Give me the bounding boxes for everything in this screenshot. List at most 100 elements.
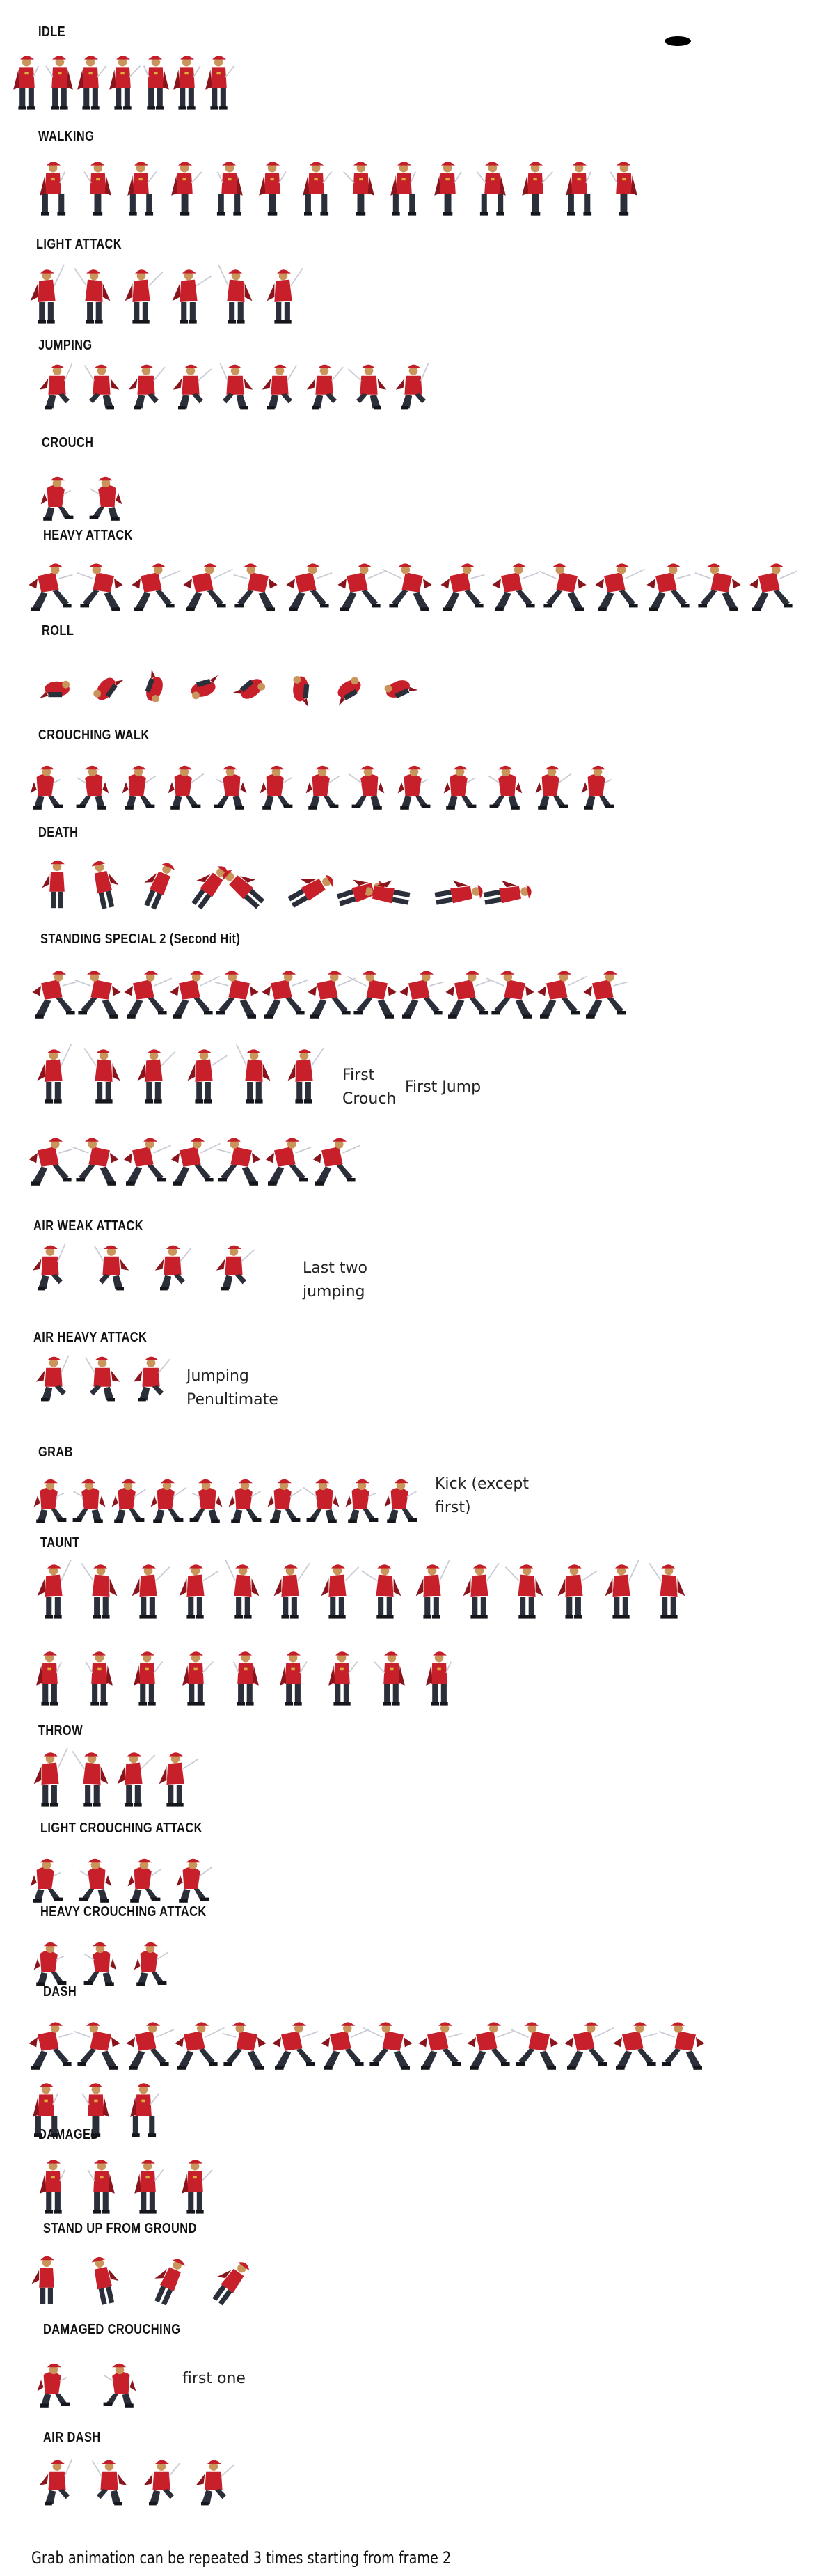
sprite-frame xyxy=(305,359,344,428)
sprite-frame xyxy=(35,1041,72,1110)
sprite-frame xyxy=(29,2009,73,2078)
sprite-frame xyxy=(77,550,123,620)
sprite-frame xyxy=(109,1462,147,1532)
sprite-frame xyxy=(226,1643,264,1713)
sprite-frame xyxy=(413,1556,451,1626)
sprite-frame xyxy=(136,651,173,721)
sprite-frame xyxy=(216,1124,261,1194)
sprite-frame xyxy=(74,2009,120,2078)
sprite-frame xyxy=(166,748,205,818)
sprite-frame xyxy=(421,1643,459,1713)
sprite-frame xyxy=(177,2151,214,2221)
sprite-frame xyxy=(331,651,368,721)
sprite-frame xyxy=(184,651,222,721)
sprite-frame xyxy=(286,550,333,620)
sprite-frame xyxy=(658,2009,705,2078)
sprite-frame xyxy=(312,1124,361,1194)
sprite-frame xyxy=(135,1041,176,1110)
sprite-frame xyxy=(321,2009,369,2078)
sprite-frame xyxy=(254,153,292,223)
section-label-air-dash: AIR DASH xyxy=(43,2430,101,2445)
sprite-frame xyxy=(224,1556,262,1626)
sprite-frame xyxy=(461,1556,500,1626)
sprite-frame xyxy=(646,550,691,620)
sprite-frame xyxy=(84,1351,121,1420)
sprite-row-standing-special-2 xyxy=(32,957,647,1034)
sprite-frame xyxy=(175,2009,225,2078)
sprite-frame xyxy=(177,1643,215,1713)
sprite-frame xyxy=(38,849,76,919)
sprite-frame xyxy=(265,1124,312,1194)
note-first-crouch: First Crouch xyxy=(342,1067,397,1108)
sprite-row-grab xyxy=(31,1462,428,1539)
sprite-frame xyxy=(28,748,65,818)
sprite-frame xyxy=(87,460,125,529)
section-label-death: DEATH xyxy=(38,825,79,840)
sprite-frame xyxy=(72,1744,111,1814)
section-label-heavy-attack: HEAVY ATTACK xyxy=(43,528,133,543)
sprite-frame xyxy=(342,153,379,223)
sprite-row-jumping xyxy=(38,359,470,435)
sprite-row-light-crouching-attack xyxy=(28,1841,244,1918)
section-label-dash: DASH xyxy=(43,1984,77,2000)
sprite-frame xyxy=(372,1643,410,1713)
sprite-frame xyxy=(226,1462,264,1532)
sprite-frame xyxy=(72,47,110,117)
sprite-frame xyxy=(261,359,299,428)
sprite-frame xyxy=(31,1643,69,1713)
sprite-frame xyxy=(504,1556,546,1626)
sprite-frame xyxy=(143,2454,181,2524)
sprite-frame xyxy=(595,550,645,620)
sprite-frame xyxy=(35,2346,72,2416)
sprite-frame xyxy=(81,1556,120,1626)
note-jumping-penultimate: Jumping Penultimate xyxy=(186,1367,278,1408)
sprite-row-standing-special-2-c xyxy=(29,1124,379,1201)
sprite-frame xyxy=(154,1239,192,1309)
sprite-frame xyxy=(285,1041,324,1110)
section-label-damaged-crouching: DAMAGED CROUCHING xyxy=(43,2322,181,2337)
sprite-frame xyxy=(579,748,617,818)
footer-note: Grab animation can be repeated 3 times s… xyxy=(31,2548,452,2568)
section-label-crouching-walk: CROUCHING WALK xyxy=(38,728,150,743)
sprite-frame xyxy=(214,957,259,1027)
sprite-frame xyxy=(215,1239,255,1309)
sprite-frame xyxy=(282,651,319,721)
sprite-frame xyxy=(123,1124,172,1194)
sprite-row-air-heavy-attack xyxy=(35,1351,181,1427)
section-label-air-heavy-attack: AIR HEAVY ATTACK xyxy=(33,1330,148,1345)
sprite-frame xyxy=(132,1925,169,1995)
sprite-frame xyxy=(136,47,174,117)
section-label-air-weak-attack: AIR WEAK ATTACK xyxy=(33,1218,143,1234)
sprite-frame xyxy=(517,153,555,223)
sprite-frame xyxy=(87,2245,125,2315)
sprite-frame xyxy=(28,261,65,331)
section-label-throw: THROW xyxy=(38,1723,83,1738)
sprite-frame xyxy=(184,849,229,919)
sprite-frame xyxy=(233,550,278,620)
sprite-frame xyxy=(303,1462,342,1532)
sprite-frame xyxy=(166,153,204,223)
sprite-frame xyxy=(235,1041,273,1110)
sprite-frame xyxy=(265,1462,303,1532)
sprite-frame xyxy=(120,748,157,818)
sprite-frame xyxy=(101,2346,138,2416)
sprite-frame xyxy=(126,2009,175,2078)
sprite-frame xyxy=(477,849,532,919)
sprite-frame xyxy=(319,1556,360,1626)
section-label-taunt: TAUNT xyxy=(40,1535,80,1550)
sprite-frame xyxy=(324,1643,361,1713)
sprite-frame xyxy=(583,957,628,1027)
section-label-crouch: CROUCH xyxy=(42,435,94,450)
sprite-row-dash xyxy=(29,2009,727,2085)
sprite-row-heavy-attack xyxy=(29,550,818,627)
sprite-frame xyxy=(174,1841,213,1911)
sprite-frame xyxy=(362,849,417,919)
sprite-frame xyxy=(8,47,46,117)
sprite-frame xyxy=(605,153,642,223)
sprite-frame xyxy=(348,748,387,818)
sprite-frame xyxy=(77,1841,114,1911)
sprite-frame xyxy=(282,849,333,919)
sprite-frame xyxy=(298,153,335,223)
sprite-frame xyxy=(31,1239,69,1309)
sprite-frame xyxy=(262,957,308,1027)
